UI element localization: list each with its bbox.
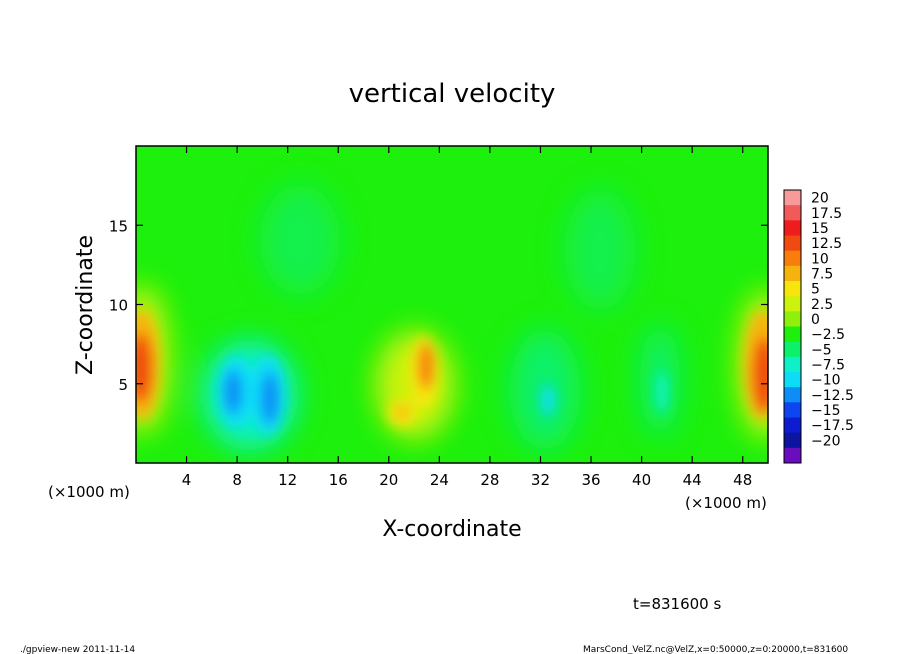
- colorbar-label: −2.5: [811, 327, 845, 343]
- colorbar-label: 2.5: [811, 297, 833, 313]
- colorbar-swatch: [784, 266, 801, 282]
- colorbar-swatch: [784, 251, 801, 267]
- x-tick-label: 44: [683, 471, 702, 489]
- updraft-21-core: [396, 405, 408, 419]
- colorbar-swatch: [784, 311, 801, 327]
- colorbar-swatch: [784, 418, 801, 434]
- downdraft-11-core: [261, 372, 279, 424]
- x-tick-label: 48: [733, 471, 752, 489]
- downdraft-32-core: [541, 384, 555, 416]
- x-tick-label: 28: [480, 471, 499, 489]
- colorbar-label: 15: [811, 221, 829, 237]
- colorbar-label: −10: [811, 373, 841, 389]
- colorbar-label: 7.5: [811, 266, 833, 282]
- colorbar-label: 0: [811, 312, 820, 328]
- updraft-23-core: [418, 342, 434, 390]
- colorbar-label: −17.5: [811, 418, 854, 434]
- colorbar-swatch: [784, 342, 801, 358]
- y-tick-label: 10: [109, 297, 128, 315]
- colorbar-swatch: [784, 372, 801, 388]
- x-tick-label: 40: [632, 471, 651, 489]
- colorbar-label: −20: [811, 433, 841, 449]
- colorbar-label: −15: [811, 403, 841, 419]
- heatmap-field: [114, 146, 793, 463]
- time-label: t=831600 s: [633, 595, 721, 613]
- colorbar-swatch: [784, 327, 801, 343]
- footer-left: ./gpview-new 2011-11-14: [20, 645, 135, 654]
- x-tick-label: 24: [430, 471, 449, 489]
- colorbar-swatch: [784, 281, 801, 297]
- colorbar-swatch: [784, 433, 801, 449]
- colorbar: 2017.51512.5107.552.50−2.5−5−7.5−10−12.5…: [784, 190, 854, 464]
- x-tick-label: 12: [278, 471, 297, 489]
- colorbar-swatch: [784, 205, 801, 221]
- colorbar-swatch: [784, 448, 801, 464]
- upper-weak-down: [260, 185, 340, 295]
- colorbar-label: 10: [811, 251, 829, 267]
- chart-title: vertical velocity: [349, 79, 556, 109]
- colorbar-swatch: [784, 296, 801, 312]
- x-tick-label: 8: [232, 471, 242, 489]
- colorbar-swatch: [784, 387, 801, 403]
- x-tick-label: 16: [329, 471, 348, 489]
- colorbar-label: 17.5: [811, 206, 842, 222]
- footer-right: MarsCond_VelZ.nc@VelZ,x=0:50000,z=0:2000…: [583, 645, 848, 654]
- updraft-right-core: [753, 337, 775, 413]
- x-tick-label: 32: [531, 471, 550, 489]
- colorbar-label: −7.5: [811, 357, 845, 373]
- x-unit-label-left: (×1000 m): [48, 483, 130, 501]
- downdraft-41-core: [656, 370, 668, 414]
- colorbar-swatch: [784, 220, 801, 236]
- colorbar-label: 5: [811, 282, 820, 298]
- colorbar-label: −5: [811, 342, 832, 358]
- colorbar-swatch: [784, 357, 801, 373]
- colorbar-label: 12.5: [811, 236, 842, 252]
- x-axis-label: X-coordinate: [382, 517, 521, 542]
- y-axis-label: Z-coordinate: [73, 235, 98, 375]
- colorbar-label: 20: [811, 191, 829, 207]
- colorbar-swatch: [784, 402, 801, 418]
- y-tick-label: 5: [118, 376, 128, 394]
- upper-weak-down-2: [565, 190, 635, 310]
- colorbar-swatch: [784, 236, 801, 252]
- x-tick-label: 20: [379, 471, 398, 489]
- x-tick-label: 36: [581, 471, 600, 489]
- downdraft-8-core: [224, 370, 242, 414]
- x-tick-label: 4: [182, 471, 192, 489]
- x-unit-label-right: (×1000 m): [685, 494, 767, 512]
- colorbar-swatch: [784, 190, 801, 206]
- colorbar-label: −12.5: [811, 388, 854, 404]
- updraft-left-core: [130, 333, 152, 403]
- y-tick-label: 15: [109, 217, 128, 235]
